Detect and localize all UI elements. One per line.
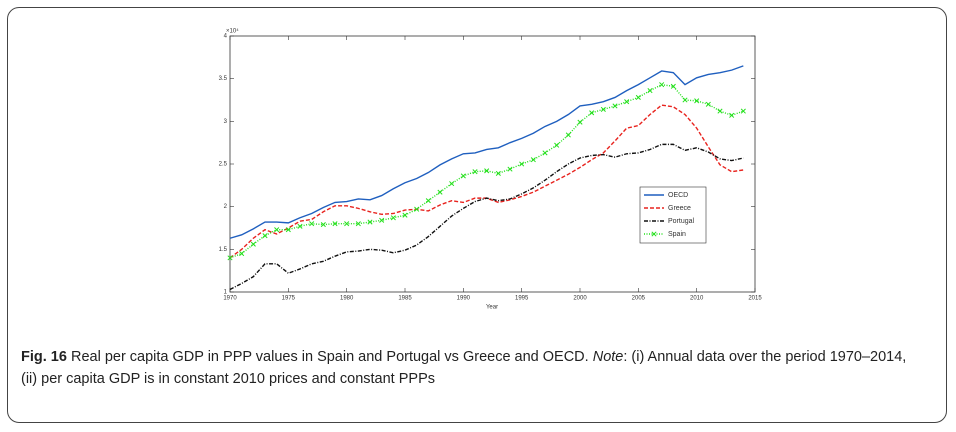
marker [460, 173, 466, 179]
legend-label: OECD [668, 192, 688, 199]
y-tick-label: 2.5 [219, 162, 228, 168]
marker [612, 103, 618, 109]
marker [694, 98, 700, 104]
x-tick-label: 2015 [748, 296, 762, 302]
marker [355, 221, 361, 227]
x-tick-label: 2005 [632, 296, 646, 302]
marker [425, 198, 431, 204]
marker [589, 110, 595, 116]
figure-card [7, 7, 947, 423]
marker [449, 181, 455, 187]
marker [367, 219, 373, 225]
marker [274, 227, 280, 233]
x-tick-label: 1990 [457, 296, 471, 302]
marker [682, 97, 688, 103]
marker [320, 222, 326, 228]
y-tick-label: 3.5 [219, 76, 228, 82]
marker [600, 106, 606, 112]
marker [577, 119, 583, 125]
legend-box [639, 186, 707, 244]
marker [554, 142, 560, 148]
caption-label: Fig. 16 [21, 349, 67, 365]
x-tick-label: 2000 [573, 296, 587, 302]
series-line [229, 83, 744, 259]
caption: Fig. 16 Real per capita GDP in PPP value… [21, 346, 921, 390]
marker [402, 212, 408, 218]
chart: Year ×10⁴ 1 1.5 2 2.5 3 3.5 4 1970 1975 1980 1985 1… [219, 28, 763, 311]
x-tick-label: 1985 [398, 296, 412, 302]
caption-text: Real per capita GDP in PPP values in Spa… [66, 349, 593, 365]
x-tick-label: 1975 [282, 296, 296, 302]
x-tick-label: 1995 [515, 296, 529, 302]
marker [484, 168, 490, 174]
legend-marker [651, 231, 657, 237]
marker [495, 170, 501, 176]
marker [262, 233, 268, 239]
y-tick-label: 1.5 [219, 247, 228, 253]
plot-area [229, 35, 756, 293]
marker [519, 161, 525, 167]
legend: OECD Greece Portugal Spain [639, 186, 707, 244]
x-tick-label: 1980 [340, 296, 354, 302]
x-tick-label: 1970 [223, 296, 237, 302]
marker [285, 227, 291, 233]
marker [729, 112, 735, 118]
marker [379, 217, 385, 223]
series-line [229, 143, 744, 291]
marker [437, 189, 443, 195]
y-tick-label: 2 [224, 204, 228, 210]
marker [344, 221, 350, 227]
marker [472, 169, 478, 175]
marker [659, 82, 665, 88]
marker [507, 166, 513, 172]
marker [530, 157, 536, 163]
marker [717, 108, 723, 114]
x-axis-label: Year [486, 305, 498, 311]
legend-label: Greece [668, 205, 691, 212]
x-tick-label: 2010 [690, 296, 704, 302]
y-tick-label: 4 [224, 34, 228, 40]
marker [647, 88, 653, 94]
marker [414, 206, 420, 212]
series-line [229, 65, 744, 239]
note-text: : (i) Annual data over the period 1970–2… [21, 349, 907, 387]
marker [565, 132, 571, 138]
marker [227, 255, 233, 261]
marker [740, 108, 746, 114]
marker [390, 215, 396, 221]
note-label: Note [592, 349, 624, 365]
marker [332, 221, 338, 227]
marker [542, 150, 548, 156]
marker [670, 83, 676, 89]
marker [635, 94, 641, 100]
legend-label: Spain [668, 231, 686, 238]
y-tick-label: 3 [224, 119, 228, 125]
marker [309, 221, 315, 227]
marker [250, 241, 256, 247]
marker [624, 99, 630, 105]
marker [705, 101, 711, 107]
y-tick-label: 1 [224, 290, 228, 296]
legend-label: Portugal [668, 218, 695, 225]
y-scale-label: ×10⁴ [226, 28, 239, 35]
marker [239, 251, 245, 257]
marker [297, 223, 303, 229]
